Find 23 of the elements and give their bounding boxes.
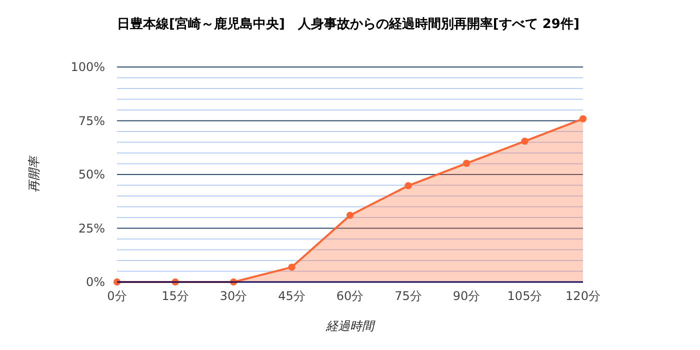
x-tick-label: 15分 bbox=[162, 289, 189, 303]
point bbox=[521, 138, 528, 145]
y-axis-title: 再開率 bbox=[27, 154, 41, 192]
point bbox=[404, 182, 412, 190]
y-tick-label: 0% bbox=[86, 275, 105, 290]
x-tick-label: 120分 bbox=[566, 289, 600, 303]
x-tick-label: 45分 bbox=[278, 289, 306, 303]
point bbox=[288, 264, 296, 271]
x-tick-label: 75分 bbox=[394, 289, 422, 303]
x-tick-label: 30分 bbox=[220, 289, 248, 303]
y-tick-label: 100% bbox=[70, 60, 105, 74]
x-tick-label: 0分 bbox=[107, 289, 127, 303]
x-axis-title: 経過時間 bbox=[325, 319, 376, 333]
x-tick-label: 90分 bbox=[452, 289, 480, 303]
x-tick-label: 60分 bbox=[336, 289, 364, 303]
chart-title: 日豊本線[宮崎～鹿児島中央] 人身事故からの経過時間別再開率[すべて 29件] bbox=[117, 16, 580, 32]
y-tick-label: 75% bbox=[78, 114, 105, 128]
y-tick-label: 25% bbox=[78, 221, 105, 236]
point bbox=[346, 212, 354, 219]
y-tick-label: 50% bbox=[78, 168, 105, 182]
x-tick-label: 105分 bbox=[507, 289, 542, 303]
point bbox=[462, 160, 470, 167]
point bbox=[579, 115, 587, 122]
